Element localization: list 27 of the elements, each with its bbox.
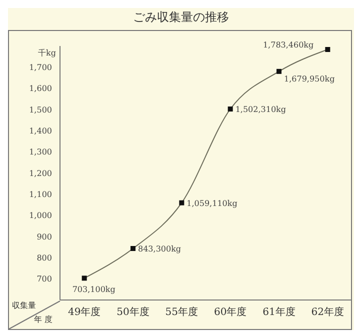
- x-tick-label: 62年度: [311, 306, 344, 318]
- chart-title: ごみ収集量の推移: [132, 9, 230, 26]
- y-tick-label: 1,600: [29, 84, 52, 94]
- y-tick-label: 800: [36, 254, 52, 263]
- x-tick-label: 50年度: [116, 306, 150, 318]
- y-tick-label: 900: [36, 232, 52, 242]
- y-tick-label: 1,100: [29, 190, 52, 200]
- annotation: 1,502,310kg: [235, 105, 286, 114]
- y-tick-label: 1,500: [29, 105, 52, 114]
- y-tick-label: 1,400: [29, 126, 52, 136]
- x-tick-label: 61年度: [262, 306, 296, 318]
- annotation: 1,059,110kg: [186, 198, 238, 208]
- y-tick-label: 1,200: [29, 168, 52, 178]
- text: 年 度: [34, 314, 53, 325]
- annotation: 1,679,950kg: [284, 74, 335, 84]
- y-tick-label: 1,300: [29, 148, 52, 157]
- annotation: 843,300kg: [138, 244, 182, 254]
- y-tick-label: 1,700: [29, 63, 52, 72]
- y-tick-label: 700: [36, 274, 52, 284]
- annotation: 1,783,460kg: [262, 40, 314, 50]
- y-tick-label: 1,000: [29, 211, 52, 220]
- text: 収集量: [12, 300, 36, 311]
- y-axis-title: 千kg: [38, 48, 56, 58]
- x-tick-label: 60年度: [214, 306, 247, 318]
- annotation: 703,100kg: [72, 285, 116, 294]
- x-tick-label: 49年度: [68, 306, 101, 318]
- x-tick-label: 55年度: [165, 306, 198, 318]
